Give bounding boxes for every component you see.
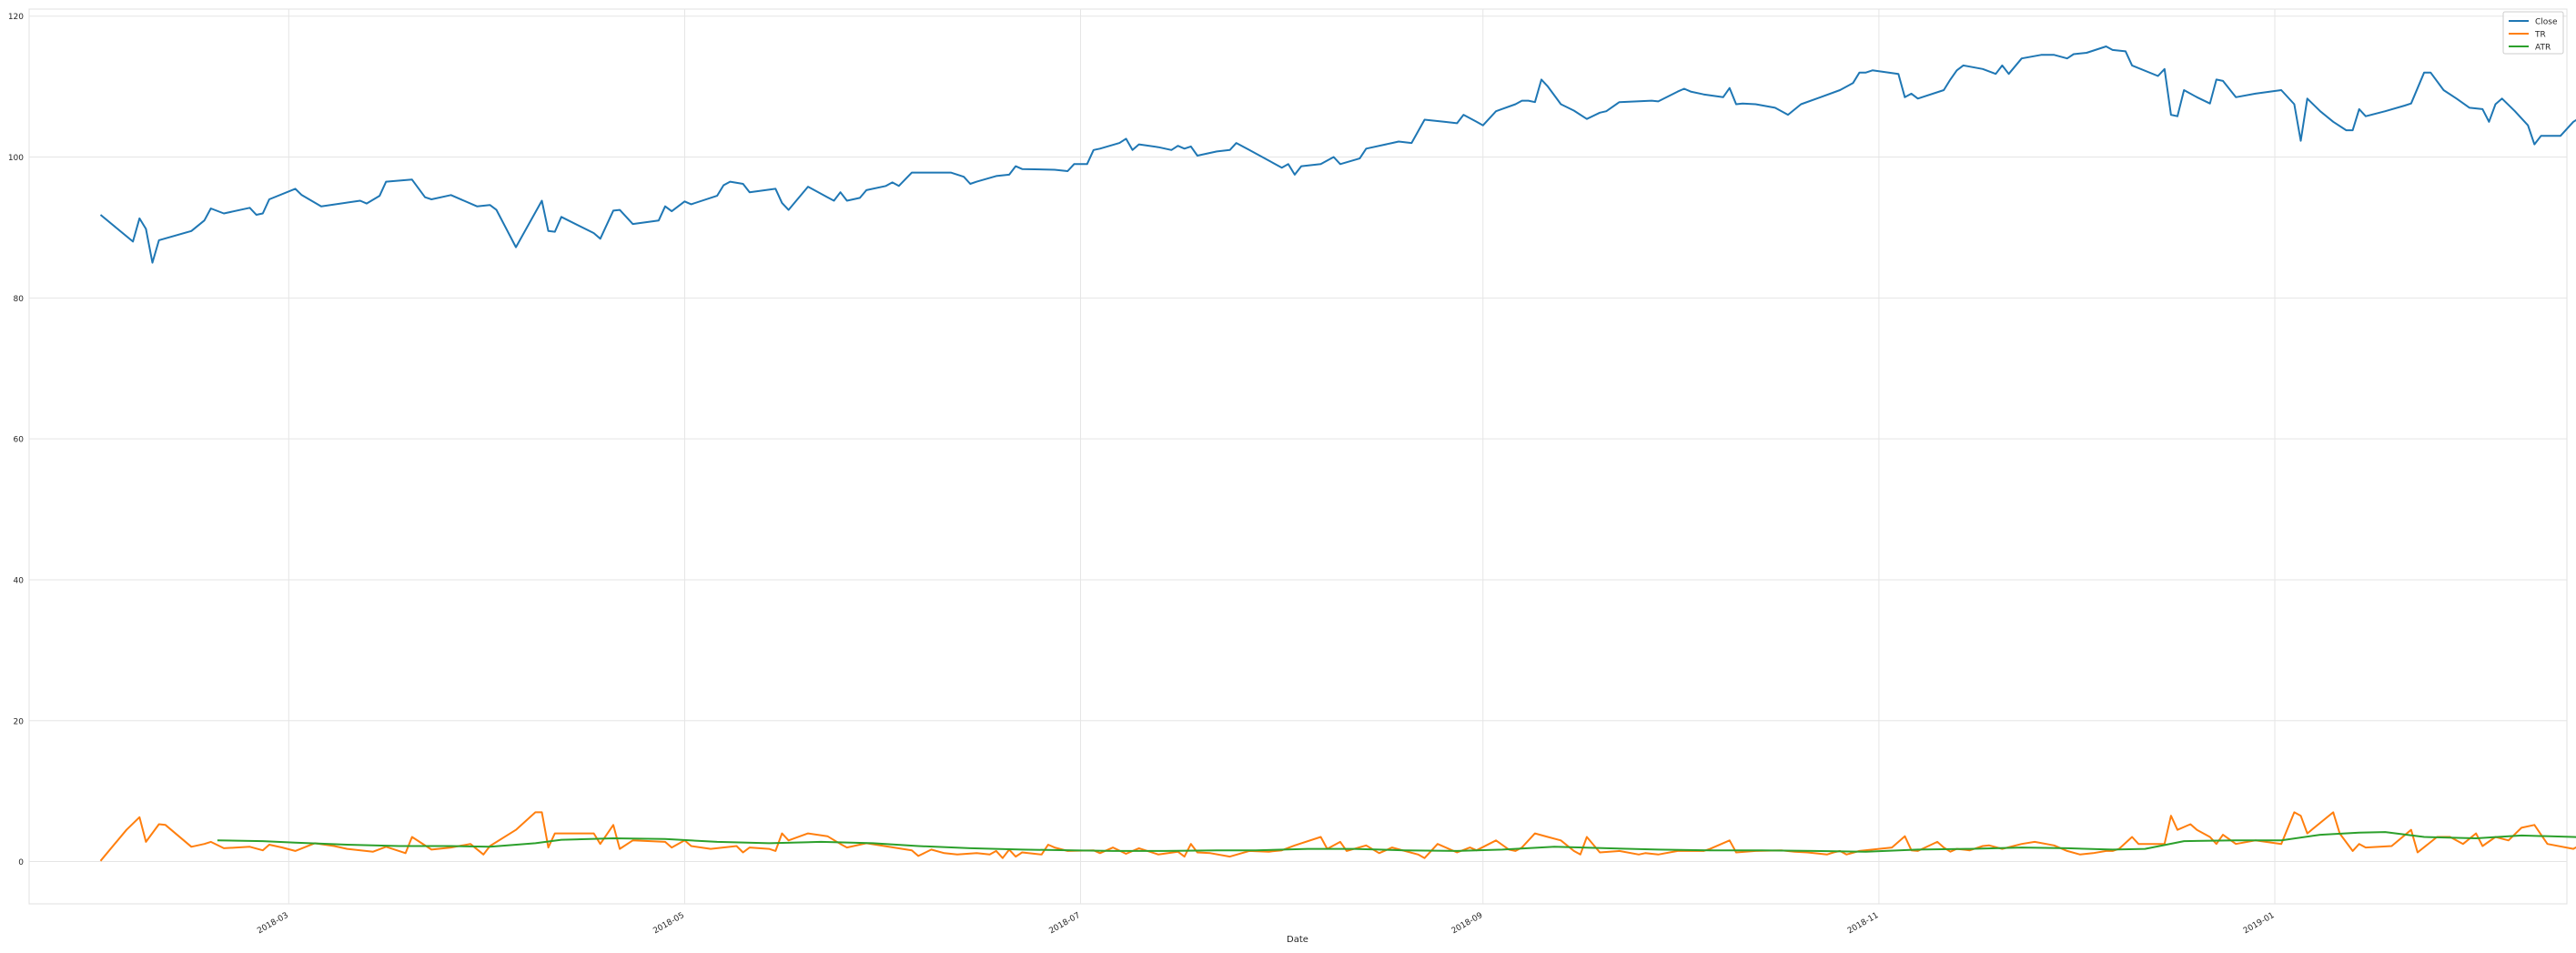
y-tick-label: 60 [14, 436, 25, 445]
y-tick-label: 40 [14, 576, 25, 585]
legend: Close TR ATR [2503, 12, 2563, 54]
y-tick-label: 120 [8, 13, 24, 22]
y-tick-label: 0 [18, 858, 24, 867]
y-tick-label: 100 [8, 154, 24, 163]
legend-label: Close [2535, 18, 2558, 27]
legend-label: TR [2534, 31, 2546, 40]
legend-label: ATR [2535, 44, 2551, 53]
x-axis-label: Date [1287, 935, 1308, 945]
plot-area [29, 9, 2567, 904]
y-tick-label: 80 [14, 295, 25, 304]
y-tick-label: 20 [14, 717, 25, 726]
